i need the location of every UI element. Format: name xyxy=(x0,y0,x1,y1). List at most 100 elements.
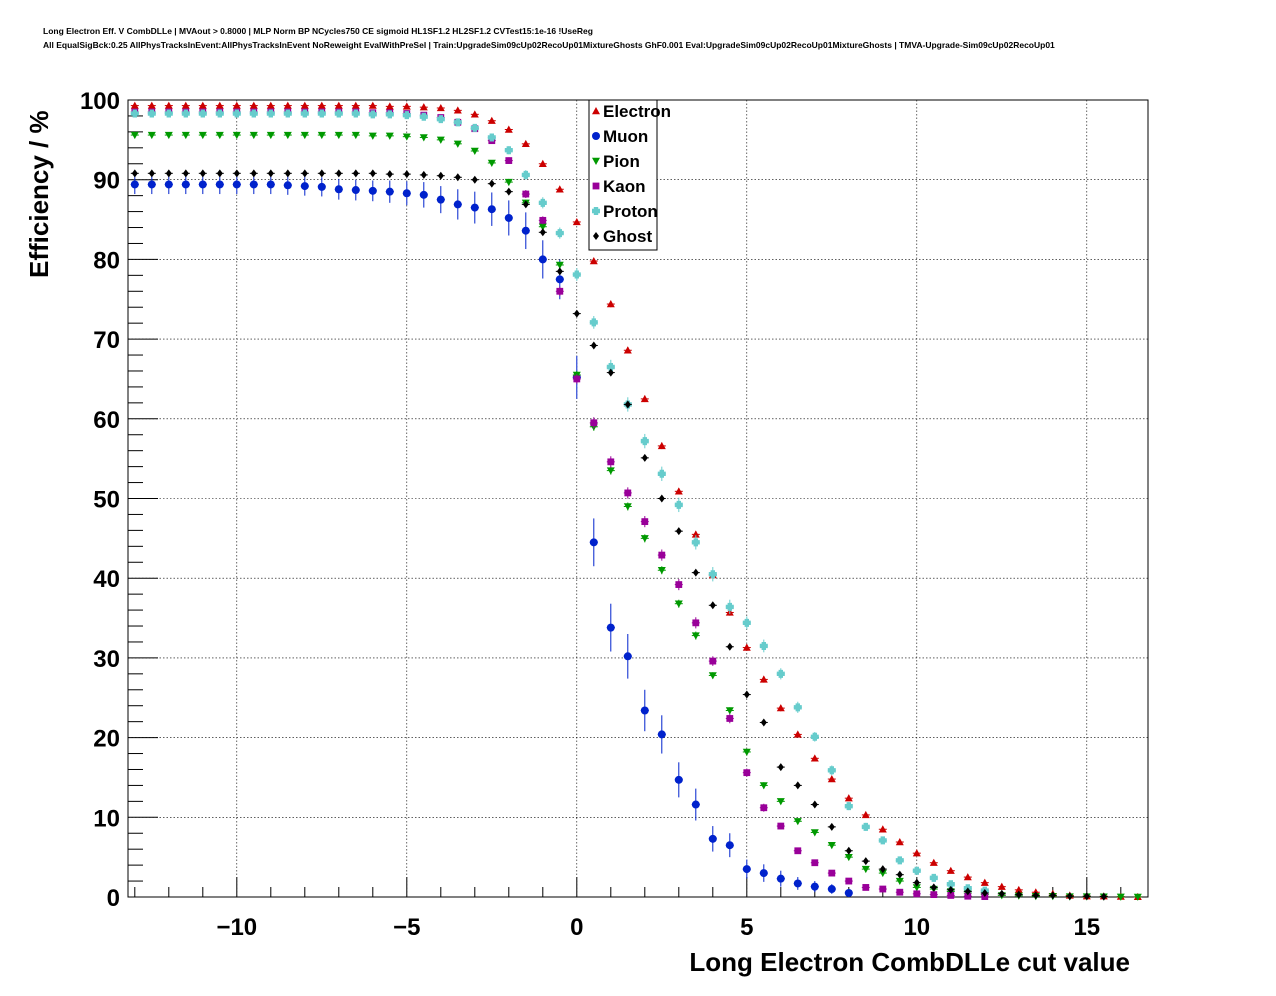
data-point xyxy=(997,882,1006,890)
data-point xyxy=(828,822,835,831)
data-point xyxy=(250,169,257,178)
data-point xyxy=(505,157,513,164)
data-point xyxy=(198,109,207,118)
data-point xyxy=(538,223,547,231)
data-point xyxy=(368,101,377,109)
data-point xyxy=(862,857,869,866)
data-point xyxy=(436,136,445,144)
data-point xyxy=(539,228,546,237)
data-point xyxy=(522,200,529,209)
data-point xyxy=(623,503,632,511)
data-point xyxy=(436,103,445,112)
data-point xyxy=(913,878,920,887)
data-point xyxy=(692,619,700,627)
data-point xyxy=(453,140,462,148)
data-point xyxy=(351,186,360,195)
data-point xyxy=(403,170,410,179)
data-point xyxy=(504,146,513,155)
legend-marker-electron xyxy=(592,107,600,115)
data-point xyxy=(317,109,326,118)
legend-marker-muon xyxy=(592,132,600,140)
data-point xyxy=(878,836,887,845)
data-point xyxy=(470,203,479,212)
data-point xyxy=(623,652,632,661)
data-point xyxy=(522,190,530,198)
data-point xyxy=(130,101,139,109)
data-point xyxy=(181,131,190,140)
data-point xyxy=(419,190,428,199)
data-point xyxy=(657,730,666,739)
data-point xyxy=(182,169,189,178)
data-point xyxy=(283,131,292,140)
data-point xyxy=(675,581,683,588)
y-tick-label: 100 xyxy=(80,88,120,115)
data-point xyxy=(317,182,326,191)
data-point xyxy=(215,131,224,140)
data-point xyxy=(453,106,462,114)
data-point xyxy=(708,672,717,680)
data-point xyxy=(504,178,513,187)
data-point xyxy=(589,256,598,265)
data-point xyxy=(946,880,955,889)
data-point xyxy=(538,198,547,207)
data-point xyxy=(691,800,700,809)
y-tick-label: 0 xyxy=(107,885,120,912)
data-point xyxy=(147,109,156,118)
data-point xyxy=(402,189,411,198)
series-ghost xyxy=(130,169,1108,901)
data-point xyxy=(334,109,343,118)
data-point xyxy=(521,226,530,235)
x-tick-label: −10 xyxy=(216,914,257,941)
data-point xyxy=(776,669,785,678)
series-electron xyxy=(130,101,1142,901)
y-tick-label: 40 xyxy=(93,566,120,593)
data-point xyxy=(368,186,377,195)
data-point xyxy=(556,267,563,276)
data-point xyxy=(793,730,802,738)
data-point xyxy=(335,169,342,178)
data-point xyxy=(147,101,156,109)
data-point xyxy=(352,169,359,178)
data-point xyxy=(828,869,836,877)
data-point xyxy=(300,101,309,109)
data-point xyxy=(1032,891,1039,900)
data-point xyxy=(555,275,564,284)
data-point xyxy=(130,131,139,140)
data-point xyxy=(930,891,938,899)
legend-label-pion: Pion xyxy=(603,152,640,171)
data-point xyxy=(487,116,496,124)
data-point xyxy=(283,181,292,190)
data-point xyxy=(895,877,904,886)
data-point xyxy=(215,180,224,189)
data-point xyxy=(233,169,240,178)
data-point xyxy=(709,657,717,665)
data-point xyxy=(589,538,598,547)
data-point xyxy=(912,884,921,892)
data-point xyxy=(776,798,785,806)
y-tick-label: 90 xyxy=(93,168,120,195)
data-point xyxy=(725,602,734,611)
data-point xyxy=(947,885,954,894)
x-axis-label: Long Electron CombDLLe cut value xyxy=(689,947,1130,977)
data-point xyxy=(844,802,853,811)
y-tick-label: 70 xyxy=(93,327,120,354)
data-point xyxy=(964,887,971,896)
data-point xyxy=(505,187,512,196)
data-point xyxy=(266,180,275,189)
data-point xyxy=(164,109,173,118)
legend-label-proton: Proton xyxy=(603,202,658,221)
data-point xyxy=(572,217,581,226)
data-point xyxy=(674,775,683,784)
data-point xyxy=(827,766,836,775)
data-point xyxy=(249,101,258,109)
data-point xyxy=(249,180,258,189)
data-point xyxy=(742,748,751,756)
data-point xyxy=(691,538,700,547)
data-point xyxy=(810,882,819,891)
data-point xyxy=(623,346,632,354)
data-point xyxy=(742,865,751,874)
data-point xyxy=(249,109,258,118)
data-point xyxy=(709,601,716,610)
data-point xyxy=(334,131,343,140)
data-point xyxy=(521,170,530,179)
